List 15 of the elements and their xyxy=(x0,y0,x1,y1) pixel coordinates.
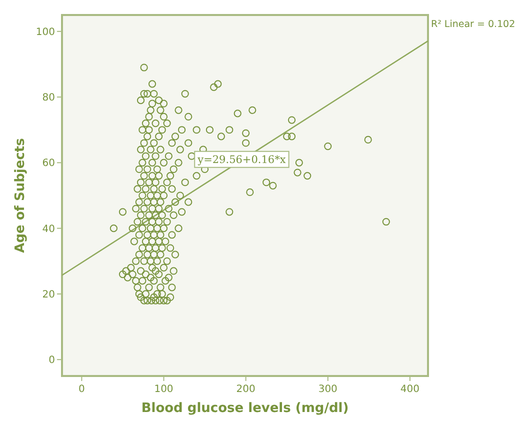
y-tick-label: 60 xyxy=(42,158,55,170)
y-tick-label: 100 xyxy=(36,26,55,38)
annotation: y=29.56+0.16*x xyxy=(196,154,286,166)
y-tick-label: 40 xyxy=(42,224,55,235)
y-tick-label: 80 xyxy=(42,92,55,104)
y-axis-title: Age of Subjects xyxy=(13,138,28,253)
x-tick-label: 200 xyxy=(236,384,256,395)
y-tick-label: 0 xyxy=(48,355,55,366)
text: R² Linear = 0.102 xyxy=(431,19,516,30)
y-tick-label: 20 xyxy=(42,289,55,300)
x-tick-label: 100 xyxy=(154,384,174,395)
x-tick-label: 400 xyxy=(400,384,420,395)
x-axis-title: Blood glucose levels (mg/dl) xyxy=(141,401,349,416)
x-tick-label: 0 xyxy=(78,384,85,395)
x-tick-label: 300 xyxy=(318,384,338,395)
